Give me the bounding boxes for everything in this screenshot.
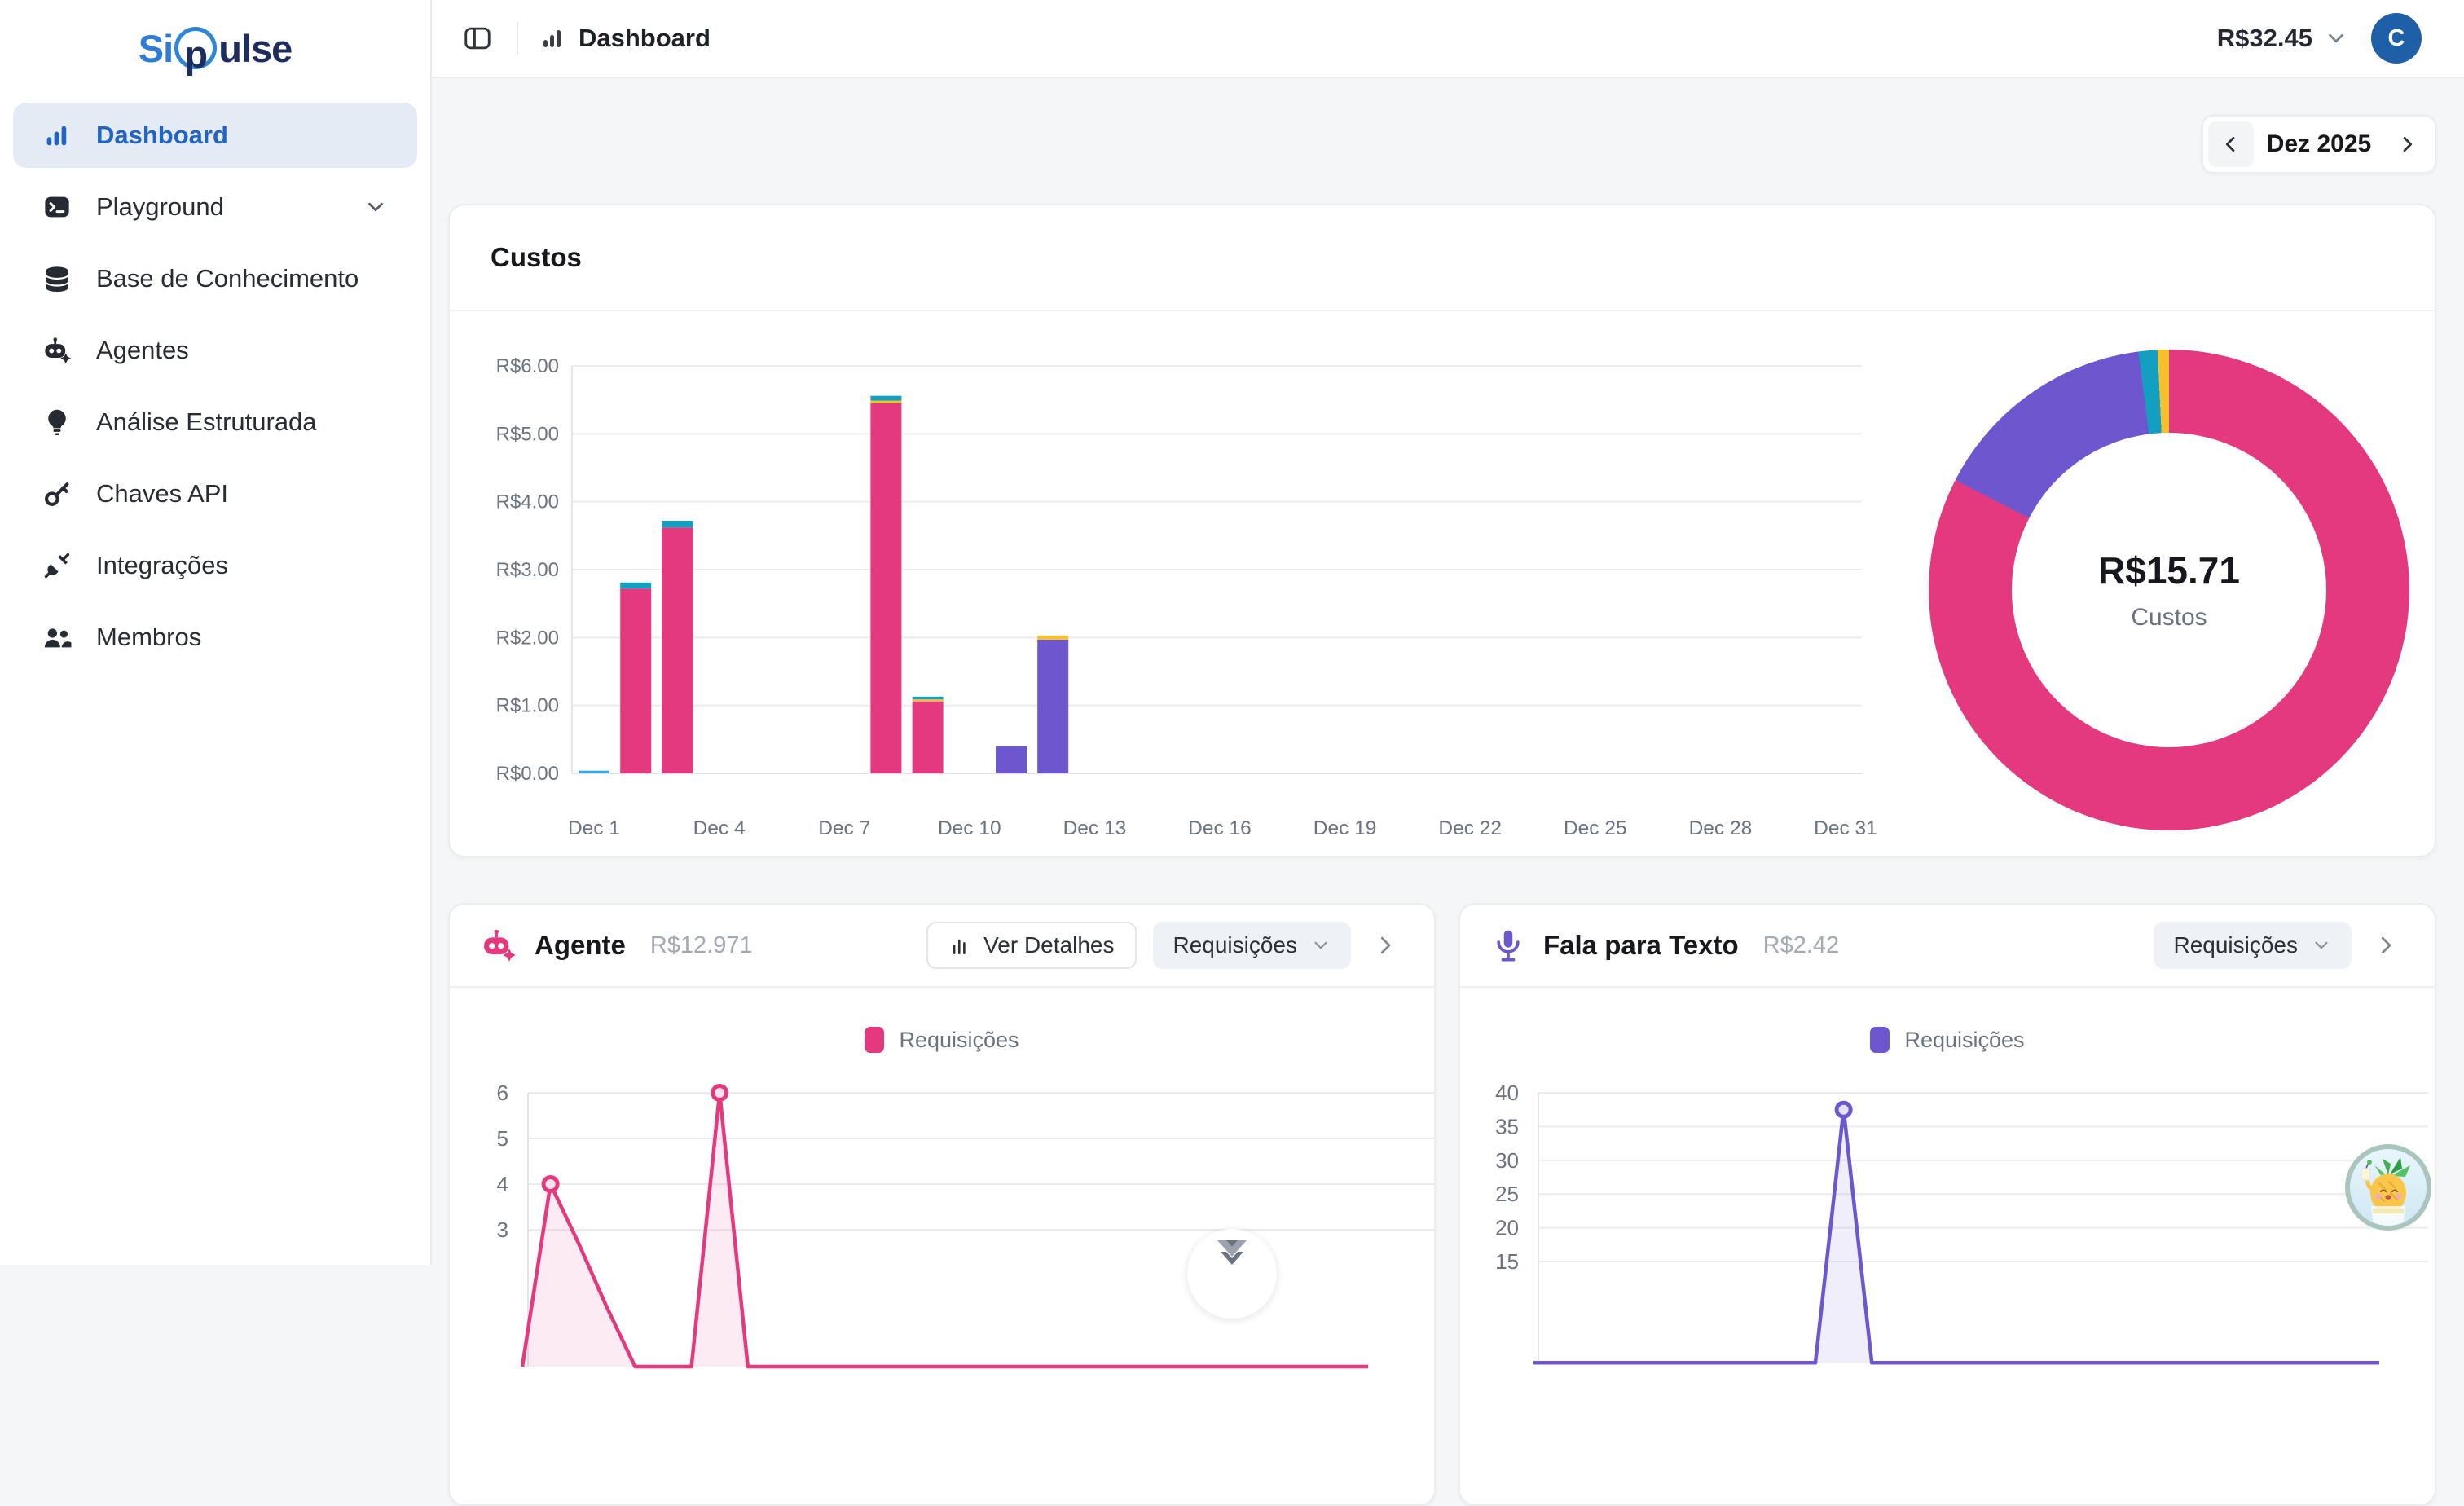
svg-text:25: 25 [1495, 1182, 1519, 1206]
custos-card: Custos R$0.00 R$1.00 R$2.00 R$3.00 R$4.00 R$5… [448, 204, 2436, 857]
svg-text:Dec 25: Dec 25 [1564, 817, 1627, 839]
svg-text:20: 20 [1495, 1216, 1519, 1240]
sidebar-item-label: Chaves API [96, 479, 228, 509]
svg-text:R$1.00: R$1.00 [496, 695, 559, 717]
double-chevron-down-icon [1206, 1235, 1258, 1279]
sidebar-item-label: Base de Conhecimento [96, 264, 359, 293]
agente-line-chart: 6 5 4 3 [450, 905, 1436, 1506]
sidebar-item-agentes[interactable]: Agentes [13, 318, 417, 383]
users-icon [42, 622, 73, 653]
top-header: Dashboard R$32.45 C [432, 0, 2464, 78]
agente-card: Agente R$12.971 Ver Detalhes Requisições… [448, 903, 1436, 1506]
svg-text:5: 5 [497, 1126, 508, 1151]
fala-line-chart: 40 35 30 25 20 15 [1460, 905, 2436, 1506]
avatar[interactable]: C [2371, 13, 2422, 64]
chevron-right-icon [2396, 133, 2418, 156]
scroll-down-indicator[interactable] [1187, 1229, 1277, 1319]
logo-text-si: Si [139, 26, 173, 71]
svg-text:4: 4 [497, 1172, 508, 1196]
period-label: Dez 2025 [2259, 130, 2379, 158]
svg-text:Dec 16: Dec 16 [1188, 817, 1252, 839]
chevron-down-icon [2324, 26, 2348, 51]
donut-sublabel: Custos [2131, 604, 2207, 632]
sidebar-item-chaves-api[interactable]: Chaves API [13, 461, 417, 526]
svg-text:35: 35 [1495, 1114, 1519, 1138]
header-divider [517, 22, 518, 55]
svg-text:Dec 19: Dec 19 [1313, 817, 1377, 839]
database-icon [42, 263, 73, 294]
sidebar-item-label: Dashboard [96, 121, 228, 150]
sidebar-item-base-de-conhecimento[interactable]: Base de Conhecimento [13, 246, 417, 311]
sidebar-toggle-icon[interactable] [460, 20, 495, 56]
sidebar: Sipulse Dashboard Playground Base de Conhe… [0, 0, 432, 1265]
svg-text:R$5.00: R$5.00 [496, 423, 559, 445]
period-selector: Dez 2025 [2202, 115, 2436, 174]
prev-month-button[interactable] [2208, 121, 2254, 167]
svg-text:40: 40 [1495, 1081, 1519, 1105]
plug-icon [42, 550, 73, 581]
sidebar-item-label: Agentes [96, 336, 189, 365]
sidebar-item-membros[interactable]: Membros [13, 605, 417, 670]
app-logo: Sipulse [0, 0, 430, 96]
sidebar-nav: Dashboard Playground Base de Conhecimento A… [0, 103, 430, 670]
app-root: Sipulse Dashboard Playground Base de Conhe… [0, 0, 2464, 1265]
next-month-button[interactable] [2384, 121, 2430, 167]
svg-text:R$4.00: R$4.00 [496, 491, 559, 513]
custos-donut-chart: R$15.71 Custos [1929, 350, 2409, 830]
key-icon [42, 478, 73, 509]
sidebar-item-label: Integrações [96, 551, 228, 580]
sidebar-item-integracoes[interactable]: Integrações [13, 533, 417, 598]
svg-text:6: 6 [497, 1081, 508, 1105]
svg-text:Dec 31: Dec 31 [1814, 817, 1877, 839]
svg-text:R$3.00: R$3.00 [496, 559, 559, 581]
svg-text:3: 3 [497, 1218, 508, 1242]
page-title: Dashboard [579, 24, 711, 53]
sidebar-item-label: Membros [96, 623, 201, 652]
terminal-icon [42, 192, 73, 222]
bar-chart-icon [42, 120, 73, 151]
header-right: R$32.45 C [2217, 13, 2422, 64]
fala-card: Fala para Texto R$2.42 Requisições Requi… [1459, 903, 2436, 1506]
balance-value: R$32.45 [2217, 24, 2312, 53]
balance-dropdown[interactable]: R$32.45 [2217, 24, 2348, 53]
lightbulb-icon [42, 407, 73, 438]
svg-text:R$2.00: R$2.00 [496, 627, 559, 649]
sidebar-item-dashboard[interactable]: Dashboard [13, 103, 417, 168]
svg-text:Dec 28: Dec 28 [1689, 817, 1753, 839]
sidebar-item-label: Análise Estruturada [96, 407, 317, 437]
avatar-initial: C [2388, 25, 2405, 52]
chevron-left-icon [2220, 133, 2242, 156]
sidebar-item-label: Playground [96, 192, 224, 222]
svg-text:15: 15 [1495, 1249, 1519, 1274]
svg-text:Dec 1: Dec 1 [568, 817, 620, 839]
svg-text:30: 30 [1495, 1148, 1519, 1173]
pineapple-mascot-icon [2350, 1154, 2427, 1226]
robot-icon [42, 335, 73, 366]
svg-text:Dec 4: Dec 4 [693, 817, 746, 839]
breadcrumb: Dashboard [539, 24, 711, 53]
svg-text:Dec 7: Dec 7 [818, 817, 870, 839]
svg-text:R$0.00: R$0.00 [496, 763, 559, 785]
svg-text:R$6.00: R$6.00 [496, 355, 559, 377]
logo-text-ulse: ulse [218, 26, 292, 71]
chevron-down-icon [363, 195, 388, 219]
dashboard-bars-icon [539, 25, 565, 51]
svg-text:Dec 22: Dec 22 [1438, 817, 1502, 839]
svg-text:Dec 13: Dec 13 [1063, 817, 1127, 839]
mascot-widget-button[interactable] [2345, 1144, 2431, 1231]
svg-text:Dec 10: Dec 10 [938, 817, 1001, 839]
sidebar-item-playground[interactable]: Playground [13, 174, 417, 240]
donut-total: R$15.71 [2098, 548, 2240, 592]
sidebar-item-analise-estruturada[interactable]: Análise Estruturada [13, 390, 417, 455]
logo-p-icon: p [174, 27, 217, 69]
donut-center: R$15.71 Custos [2012, 433, 2326, 747]
